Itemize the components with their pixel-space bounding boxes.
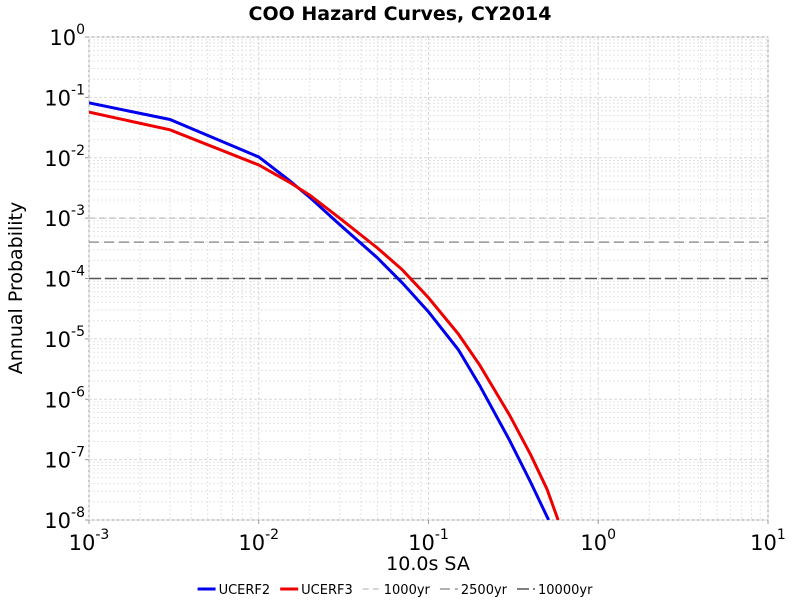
tick-label: 10-3 bbox=[44, 203, 85, 231]
legend: UCERF2 UCERF3 1000yr 2500yr 10000yr bbox=[197, 583, 593, 598]
tick-label-base: 10 bbox=[49, 26, 76, 50]
tick-label-exponent: -2 bbox=[71, 143, 85, 159]
tick-label-base: 10 bbox=[44, 147, 71, 171]
tick-label-base: 10 bbox=[44, 86, 71, 110]
tick-label: 10-3 bbox=[69, 527, 110, 555]
tick-label-exponent: -8 bbox=[71, 505, 85, 521]
legend-label: 1000yr bbox=[384, 583, 431, 598]
tick-label-exponent: -4 bbox=[71, 264, 85, 280]
tick-label-base: 10 bbox=[44, 328, 71, 352]
tick-label-exponent: -3 bbox=[71, 203, 85, 219]
tick-label-base: 10 bbox=[750, 531, 777, 555]
y-axis-label: Annual Probability bbox=[5, 202, 27, 375]
tick-label-base: 10 bbox=[580, 531, 607, 555]
tick-label-base: 10 bbox=[44, 509, 71, 533]
tick-label-exponent: -3 bbox=[95, 527, 109, 543]
tick-label-exponent: 0 bbox=[607, 527, 616, 543]
tick-label: 10-7 bbox=[44, 445, 85, 473]
tick-label-exponent: 1 bbox=[777, 527, 786, 543]
tick-label: 10-1 bbox=[408, 527, 449, 555]
tick-label-exponent: -1 bbox=[435, 527, 449, 543]
tick-label-base: 10 bbox=[238, 531, 265, 555]
tick-label-exponent: -5 bbox=[71, 324, 85, 340]
x-axis-label: 10.0s SA bbox=[386, 553, 470, 575]
legend-label: UCERF2 bbox=[219, 583, 271, 598]
tick-label: 100 bbox=[49, 22, 85, 50]
tick-label-exponent: -6 bbox=[71, 384, 85, 400]
tick-label-base: 10 bbox=[69, 531, 96, 555]
tick-label-exponent: 0 bbox=[76, 22, 85, 38]
tick-label-exponent: -7 bbox=[71, 445, 85, 461]
tick-label-base: 10 bbox=[44, 207, 71, 231]
legend-label: 2500yr bbox=[461, 583, 508, 598]
tick-label: 10-5 bbox=[44, 324, 85, 352]
tick-label-base: 10 bbox=[408, 531, 435, 555]
tick-label-exponent: -2 bbox=[265, 527, 279, 543]
tick-label-base: 10 bbox=[44, 268, 71, 292]
tick-label-base: 10 bbox=[44, 449, 71, 473]
tick-label: 10-6 bbox=[44, 384, 85, 412]
tick-label: 100 bbox=[580, 527, 616, 555]
tick-label: 10-4 bbox=[44, 264, 85, 292]
series-line bbox=[89, 101, 550, 520]
tick-label-exponent: -1 bbox=[71, 82, 85, 98]
tick-label: 10-1 bbox=[44, 82, 85, 110]
legend-label: UCERF3 bbox=[301, 583, 353, 598]
legend-label: 10000yr bbox=[538, 583, 593, 598]
tick-label-base: 10 bbox=[44, 388, 71, 412]
chart-title: COO Hazard Curves, CY2014 bbox=[249, 3, 552, 25]
series-line bbox=[89, 110, 560, 520]
tick-label: 10-8 bbox=[44, 505, 85, 533]
tick-label: 101 bbox=[750, 527, 786, 555]
tick-label: 10-2 bbox=[44, 143, 85, 171]
tick-label: 10-2 bbox=[238, 527, 279, 555]
